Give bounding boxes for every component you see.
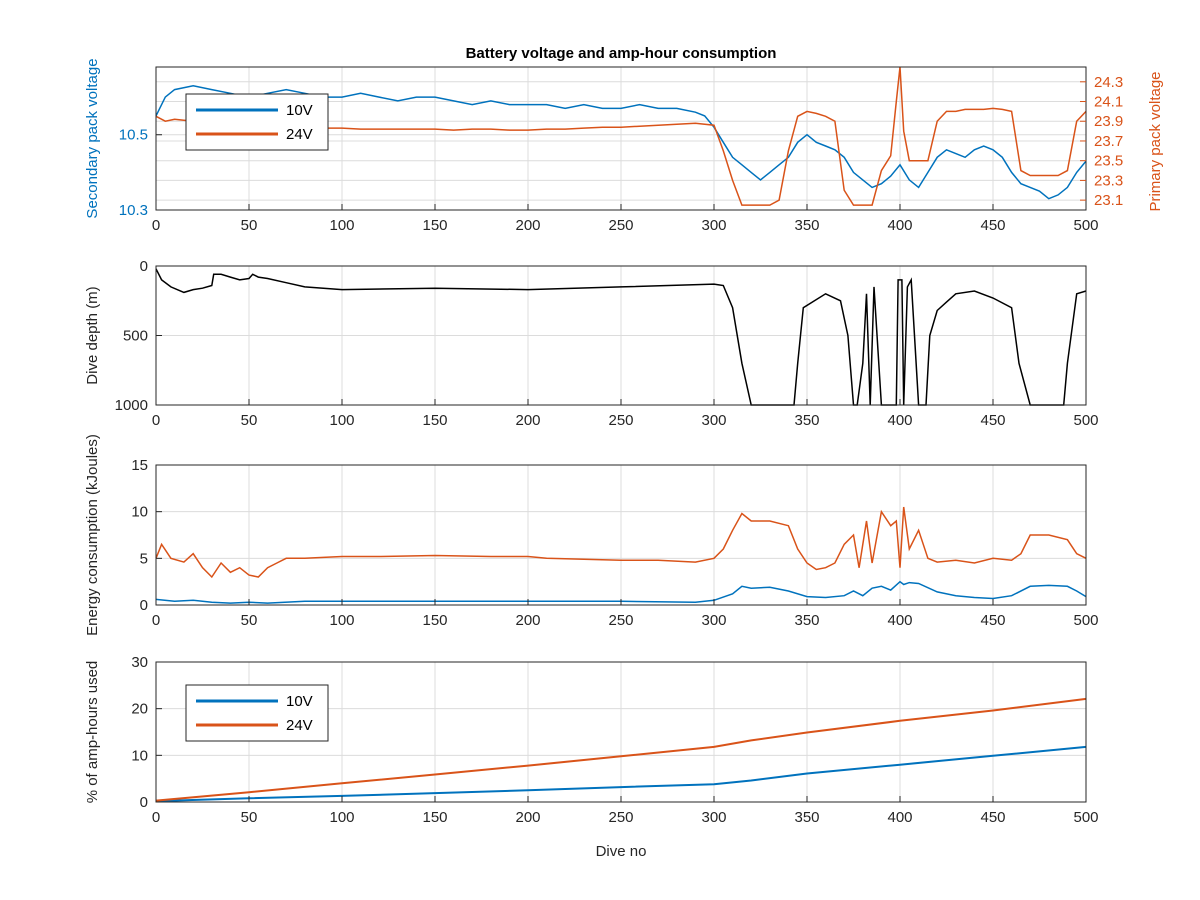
x-tick-label: 0 xyxy=(152,612,160,629)
legend-label: 24V xyxy=(286,126,313,143)
y-axis-label: Secondary pack voltage xyxy=(84,58,101,218)
y-tick-label: 10 xyxy=(131,747,148,764)
x-tick-label: 250 xyxy=(608,612,633,629)
x-tick-label: 200 xyxy=(515,809,540,826)
x-tick-label: 450 xyxy=(980,412,1005,429)
x-tick-label: 350 xyxy=(794,809,819,826)
x-tick-label: 0 xyxy=(152,217,160,234)
series-line-24v xyxy=(155,506,1087,579)
x-tick-label: 500 xyxy=(1073,612,1098,629)
x-tick-label: 0 xyxy=(152,412,160,429)
y-right-tick-label: 23.3 xyxy=(1094,172,1123,189)
y-tick-label: 0 xyxy=(140,258,148,275)
y-right-axis-label: Primary pack voltage xyxy=(1147,71,1164,211)
x-tick-label: 250 xyxy=(608,809,633,826)
y-tick-label: 10.3 xyxy=(119,202,148,219)
y-right-tick-label: 24.3 xyxy=(1094,74,1123,91)
x-tick-label: 100 xyxy=(329,809,354,826)
y-axis-label: % of amp-hours used xyxy=(84,661,101,804)
x-tick-label: 200 xyxy=(515,612,540,629)
y-right-tick-label: 23.1 xyxy=(1094,192,1123,209)
y-tick-label: 15 xyxy=(131,457,148,474)
x-tick-label: 400 xyxy=(887,809,912,826)
x-tick-label: 350 xyxy=(794,412,819,429)
x-tick-label: 350 xyxy=(794,612,819,629)
x-tick-label: 400 xyxy=(887,217,912,234)
subplot-1: 0 50 100 150 200 250 300 350 400 450 500 10.3 10.5 23… xyxy=(84,58,1164,234)
y-axis-label: Energy consumption (kJoules) xyxy=(84,434,101,636)
x-tick-label: 50 xyxy=(241,217,258,234)
x-tick-label: 450 xyxy=(980,809,1005,826)
y-right-tick-label: 23.7 xyxy=(1094,133,1123,150)
y-axis-label: Dive depth (m) xyxy=(84,286,101,384)
x-tick-label: 200 xyxy=(515,217,540,234)
x-tick-label: 150 xyxy=(422,809,447,826)
subplot-2: 0 50 100 150 200 250 300 350 400 450 500 0 500 1000 Di… xyxy=(84,258,1099,429)
series-line-24v xyxy=(155,697,1087,802)
x-tick-label: 100 xyxy=(329,412,354,429)
x-tick-label: 100 xyxy=(329,612,354,629)
x-tick-label: 300 xyxy=(701,809,726,826)
x-axis-label: Dive no xyxy=(596,843,647,860)
y-tick-label: 10.5 xyxy=(119,127,148,144)
legend-label: 24V xyxy=(286,717,313,734)
series-line-10v xyxy=(155,580,1087,604)
y-tick-label: 500 xyxy=(123,328,148,345)
x-tick-label: 300 xyxy=(701,217,726,234)
x-tick-label: 150 xyxy=(422,412,447,429)
legend-label: 10V xyxy=(286,693,313,710)
x-tick-label: 150 xyxy=(422,612,447,629)
y-right-tick-label: 23.9 xyxy=(1094,113,1123,130)
y-tick-label: 1000 xyxy=(115,397,148,414)
subplot-4: 0 50 100 150 200 250 300 350 400 450 500 0 10 20 30 % o… xyxy=(84,654,1099,860)
legend-box xyxy=(185,684,329,742)
x-tick-label: 400 xyxy=(887,612,912,629)
x-tick-label: 250 xyxy=(608,412,633,429)
x-tick-label: 300 xyxy=(701,612,726,629)
series-line-10v xyxy=(155,85,1087,200)
x-tick-label: 400 xyxy=(887,412,912,429)
x-tick-label: 0 xyxy=(152,809,160,826)
series-line-24v xyxy=(155,66,1087,206)
x-tick-label: 450 xyxy=(980,612,1005,629)
y-tick-label: 0 xyxy=(140,794,148,811)
chart-title: Battery voltage and amp-hour consumption xyxy=(466,45,777,62)
subplot-3: 0 50 100 150 200 250 300 350 400 450 500 0 5 10 15 Ener… xyxy=(84,434,1099,636)
y-tick-label: 0 xyxy=(140,597,148,614)
x-tick-label: 450 xyxy=(980,217,1005,234)
x-tick-label: 500 xyxy=(1073,412,1098,429)
x-tick-label: 200 xyxy=(515,412,540,429)
x-tick-label: 100 xyxy=(329,217,354,234)
x-tick-label: 300 xyxy=(701,412,726,429)
legend-label: 10V xyxy=(286,102,313,119)
y-tick-label: 10 xyxy=(131,504,148,521)
x-tick-label: 250 xyxy=(608,217,633,234)
legend-box xyxy=(185,93,329,151)
y-right-tick-label: 23.5 xyxy=(1094,153,1123,170)
series-line-10v xyxy=(155,745,1087,803)
x-tick-label: 350 xyxy=(794,217,819,234)
x-tick-label: 150 xyxy=(422,217,447,234)
x-tick-label: 500 xyxy=(1073,217,1098,234)
y-tick-label: 20 xyxy=(131,701,148,718)
y-right-tick-label: 24.1 xyxy=(1094,94,1123,111)
y-tick-label: 30 xyxy=(131,654,148,671)
x-tick-label: 50 xyxy=(241,612,258,629)
x-tick-label: 50 xyxy=(241,809,258,826)
x-tick-label: 500 xyxy=(1073,809,1098,826)
series-line-depth xyxy=(155,268,1087,406)
x-tick-label: 50 xyxy=(241,412,258,429)
y-tick-label: 5 xyxy=(140,550,148,567)
